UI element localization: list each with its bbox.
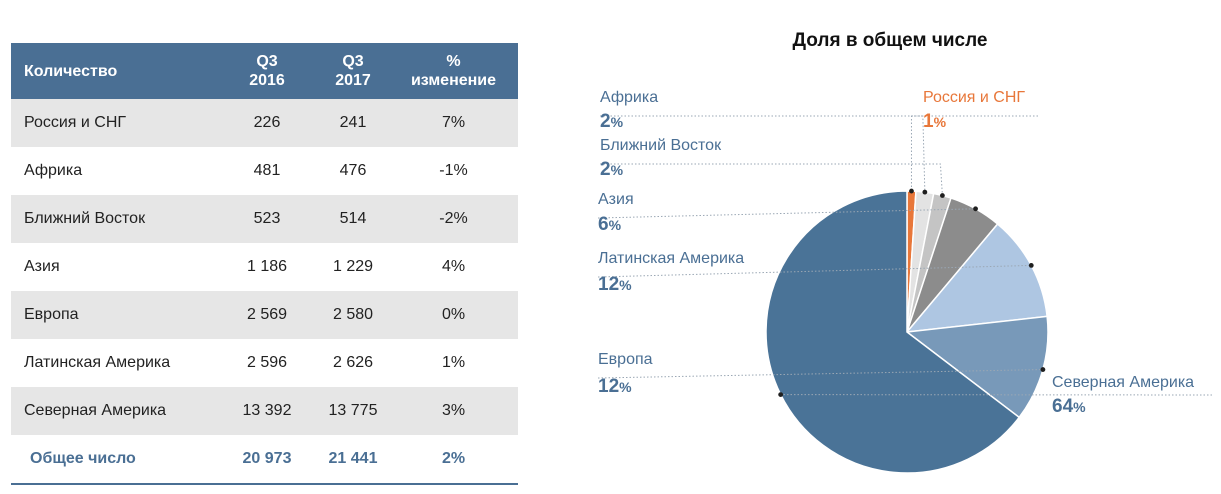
header-q3-2016-line2: 2016	[249, 72, 285, 89]
cell-q3-2016: 481	[253, 162, 281, 179]
leader-dot	[922, 189, 928, 195]
leader-line	[910, 115, 1038, 192]
slice-label-name: Латинская Америка	[598, 250, 744, 267]
cell-region: Европа	[11, 291, 217, 339]
table-row: Ближний Восток 523 514 -2%	[11, 195, 518, 243]
leader-dot	[973, 206, 978, 212]
header-change-line1: %	[446, 53, 461, 70]
header-quantity: Количество	[11, 43, 217, 99]
table-row: Азия 1 186 1 229 4%	[11, 243, 518, 291]
cell-region: Латинская Америка	[24, 354, 171, 371]
cell-change: 0%	[389, 291, 518, 339]
table-row: Африка 481 476 -1%	[11, 147, 518, 195]
table-row: Латинская Америка 2 596 2 626 1%	[11, 339, 518, 387]
cell-q3-2017: 2 626	[332, 354, 374, 371]
header-change-line2: изменение	[410, 72, 497, 89]
cell-change: 1%	[441, 354, 466, 371]
cell-region: Россия и СНГ	[11, 99, 217, 147]
table-header-row: Количество Q3 2016 Q3 2017 % изменение	[11, 43, 518, 99]
cell-q3-2016: 13 392	[217, 387, 317, 435]
cell-q3-2016: 2 596	[246, 354, 288, 371]
total-q3-2016: 20 973	[217, 435, 317, 485]
chart-title: Доля в общем числе	[792, 30, 988, 51]
slice-label-name: Европа	[598, 351, 653, 368]
header-change: % изменение	[389, 43, 518, 99]
header-q3-2017-line2: 2017	[335, 72, 371, 89]
cell-q3-2016: 1 186	[246, 258, 288, 275]
cell-change: 7%	[389, 99, 518, 147]
slice-label-name: Северная Америка	[1052, 374, 1194, 391]
pie-leader-lines	[597, 115, 1213, 398]
cell-q3-2016: 523	[217, 195, 317, 243]
cell-change: 4%	[441, 258, 466, 275]
cell-region: Африка	[24, 162, 83, 179]
pie-labels: Россия и СНГ 1% Африка 2% Ближний Восток 2% Аз…	[598, 89, 1194, 417]
leader-line	[597, 369, 1043, 379]
leader-dot	[1028, 263, 1034, 268]
slice-label-value: 2%	[600, 111, 624, 132]
slice-label-value: 12%	[598, 376, 632, 397]
cell-region: Азия	[24, 258, 60, 275]
cell-q3-2017: 514	[317, 195, 389, 243]
header-q3-2017-line1: Q3	[342, 53, 364, 70]
regional-table-container: Количество Q3 2016 Q3 2017 % изменение Росс…	[11, 43, 518, 485]
leader-dot	[940, 193, 945, 198]
table-row: Северная Америка 13 392 13 775 3%	[11, 387, 518, 435]
cell-region: Северная Америка	[11, 387, 217, 435]
pie-slices	[765, 190, 1049, 474]
slice-label-name: Ближний Восток	[600, 137, 722, 154]
slice-label-value: 64%	[1052, 396, 1086, 417]
slice-label-value: 1%	[923, 111, 947, 132]
cell-q3-2016: 226	[217, 99, 317, 147]
leader-line	[600, 163, 943, 196]
cell-q3-2017: 241	[317, 99, 389, 147]
header-q3-2016: Q3 2016	[217, 43, 317, 99]
slice-label-value: 6%	[598, 214, 622, 235]
slice-label-name: Азия	[598, 191, 634, 208]
leader-dot	[778, 392, 784, 398]
total-q3-2017: 21 441	[317, 435, 389, 485]
cell-q3-2017: 1 229	[332, 258, 374, 275]
slice-label-name: Африка	[600, 89, 658, 106]
cell-change: 3%	[389, 387, 518, 435]
cell-change: -2%	[389, 195, 518, 243]
total-label: Общее число	[11, 435, 217, 485]
slice-label-name: Россия и СНГ	[923, 89, 1025, 106]
table-total-row: Общее число 20 973 21 441 2%	[11, 435, 518, 485]
total-change: 2%	[389, 435, 518, 485]
cell-q3-2017: 2 580	[317, 291, 389, 339]
leader-dot	[1040, 367, 1046, 372]
slice-label-value: 12%	[598, 274, 632, 295]
cell-q3-2017: 476	[339, 162, 367, 179]
cell-region: Ближний Восток	[11, 195, 217, 243]
leader-line	[600, 115, 926, 193]
leader-line	[597, 264, 1032, 278]
table-row: Россия и СНГ 226 241 7%	[11, 99, 518, 147]
header-q3-2017: Q3 2017	[317, 43, 389, 99]
slice-label-value: 2%	[600, 159, 624, 180]
table-row: Европа 2 569 2 580 0%	[11, 291, 518, 339]
cell-change: -1%	[439, 162, 468, 179]
cell-q3-2017: 13 775	[317, 387, 389, 435]
regional-table: Количество Q3 2016 Q3 2017 % изменение Росс…	[11, 43, 518, 485]
cell-q3-2016: 2 569	[217, 291, 317, 339]
header-q3-2016-line1: Q3	[256, 53, 278, 70]
leader-dot	[909, 188, 914, 194]
